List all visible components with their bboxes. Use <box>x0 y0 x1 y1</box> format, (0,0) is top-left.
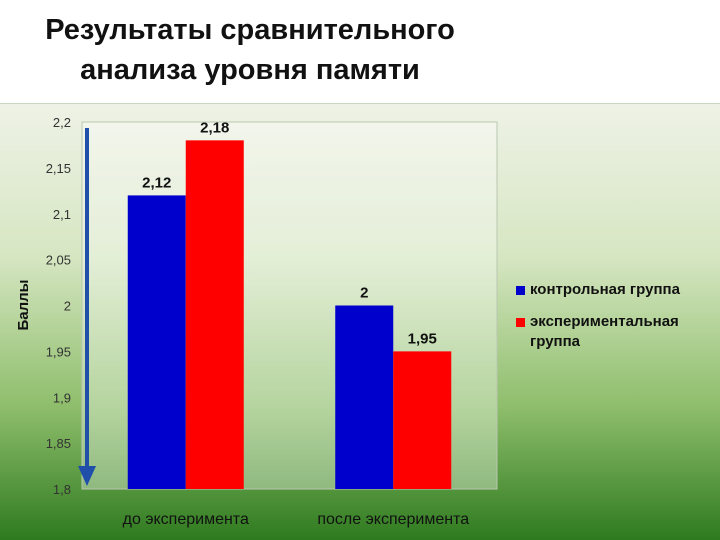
legend-swatch-control <box>516 286 525 295</box>
chart-legend: контрольная группа экспериментальная гру… <box>516 280 716 364</box>
y-tick-label: 2,2 <box>53 115 71 130</box>
y-tick-label: 2,1 <box>53 207 71 222</box>
legend-item-control: контрольная группа <box>516 280 716 300</box>
page-title: Результаты сравнительного анализа уровня… <box>0 10 500 90</box>
bar <box>335 305 394 489</box>
title-line-2: анализа уровня памяти <box>80 54 420 86</box>
data-label: 1,95 <box>408 330 437 347</box>
y-axis-label: Баллы <box>15 280 32 331</box>
bar <box>393 351 452 489</box>
bar <box>127 195 186 489</box>
data-label: 2,12 <box>142 174 171 191</box>
y-tick-label: 1,85 <box>46 436 71 451</box>
arrow-head-icon <box>78 466 96 486</box>
x-category-label: после эксперимента <box>317 511 469 528</box>
x-category-label: до эксперимента <box>123 511 249 528</box>
y-tick-label: 2,15 <box>46 161 71 176</box>
bar <box>185 140 244 489</box>
y-tick-label: 1,9 <box>53 390 71 405</box>
title-line-1: Результаты сравнительного <box>45 14 455 46</box>
legend-item-experimental: экспериментальная группа <box>516 312 716 352</box>
data-label: 2 <box>360 285 368 302</box>
legend-swatch-experimental <box>516 318 525 327</box>
y-tick-label: 2 <box>64 299 71 314</box>
y-tick-label: 2,05 <box>46 253 71 268</box>
data-label: 2,18 <box>200 119 229 136</box>
legend-label-control: контрольная группа <box>530 281 680 298</box>
y-tick-label: 1,95 <box>46 344 71 359</box>
legend-label-experimental: экспериментальная группа <box>530 313 679 350</box>
y-tick-label: 1,8 <box>53 482 71 497</box>
